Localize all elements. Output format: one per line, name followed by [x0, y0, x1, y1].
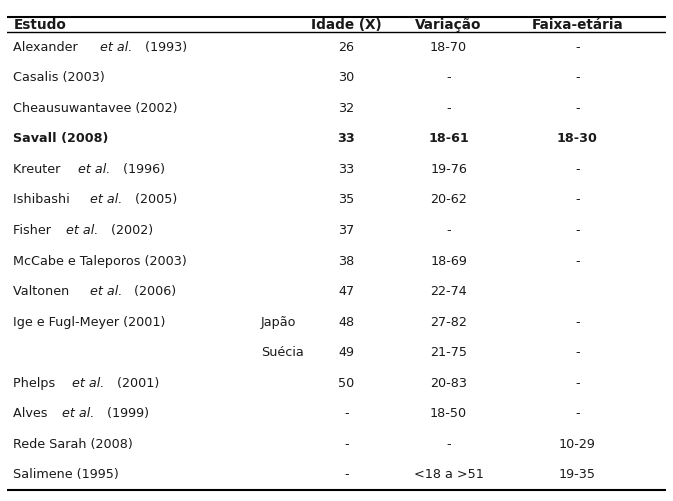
Text: -: -: [344, 438, 349, 451]
Text: Idade (X): Idade (X): [311, 18, 382, 32]
Text: (2002): (2002): [107, 224, 153, 237]
Text: -: -: [344, 407, 349, 420]
Text: Savall (2008): Savall (2008): [13, 132, 109, 145]
Text: 18-69: 18-69: [430, 255, 467, 268]
Text: Kreuter: Kreuter: [13, 163, 65, 176]
Text: 21-75: 21-75: [430, 346, 467, 359]
Text: 32: 32: [339, 102, 355, 115]
Text: Rede Sarah (2008): Rede Sarah (2008): [13, 438, 133, 451]
Text: -: -: [575, 377, 579, 390]
Text: 10-29: 10-29: [559, 438, 596, 451]
Text: -: -: [575, 407, 579, 420]
Text: 18-61: 18-61: [428, 132, 469, 145]
Text: 47: 47: [339, 285, 355, 298]
Text: Suécia: Suécia: [260, 346, 304, 359]
Text: <18 a >51: <18 a >51: [414, 468, 484, 481]
Text: McCabe e Taleporos (2003): McCabe e Taleporos (2003): [13, 255, 187, 268]
Text: Cheausuwantavee (2002): Cheausuwantavee (2002): [13, 102, 178, 115]
Text: Japão: Japão: [260, 316, 296, 329]
Text: et al.: et al.: [100, 41, 133, 54]
Text: et al.: et al.: [78, 163, 110, 176]
Text: Salimene (1995): Salimene (1995): [13, 468, 119, 481]
Text: (2001): (2001): [112, 377, 159, 390]
Text: 35: 35: [339, 193, 355, 206]
Text: -: -: [446, 71, 451, 84]
Text: -: -: [575, 346, 579, 359]
Text: et al.: et al.: [67, 224, 99, 237]
Text: Phelps: Phelps: [13, 377, 60, 390]
Text: 30: 30: [339, 71, 355, 84]
Text: et al.: et al.: [62, 407, 94, 420]
Text: -: -: [446, 102, 451, 115]
Text: 27-82: 27-82: [430, 316, 467, 329]
Text: 22-74: 22-74: [430, 285, 467, 298]
Text: Alexander: Alexander: [13, 41, 82, 54]
Text: Fisher: Fisher: [13, 224, 55, 237]
Text: 33: 33: [338, 132, 355, 145]
Text: 48: 48: [339, 316, 355, 329]
Text: 26: 26: [339, 41, 355, 54]
Text: Casalis (2003): Casalis (2003): [13, 71, 105, 84]
Text: 37: 37: [339, 224, 355, 237]
Text: 18-30: 18-30: [557, 132, 598, 145]
Text: -: -: [575, 224, 579, 237]
Text: et al.: et al.: [90, 193, 122, 206]
Text: et al.: et al.: [90, 285, 122, 298]
Text: 33: 33: [339, 163, 355, 176]
Text: 49: 49: [339, 346, 355, 359]
Text: -: -: [575, 102, 579, 115]
Text: 19-76: 19-76: [430, 163, 467, 176]
Text: 18-50: 18-50: [430, 407, 467, 420]
Text: (1996): (1996): [119, 163, 165, 176]
Text: et al.: et al.: [72, 377, 104, 390]
Text: -: -: [575, 193, 579, 206]
Text: Estudo: Estudo: [13, 18, 66, 32]
Text: (2005): (2005): [131, 193, 177, 206]
Text: 20-83: 20-83: [430, 377, 467, 390]
Text: -: -: [575, 71, 579, 84]
Text: 18-70: 18-70: [430, 41, 467, 54]
Text: 20-62: 20-62: [430, 193, 467, 206]
Text: 50: 50: [339, 377, 355, 390]
Text: 38: 38: [339, 255, 355, 268]
Text: (2006): (2006): [131, 285, 176, 298]
Text: -: -: [575, 255, 579, 268]
Text: -: -: [575, 316, 579, 329]
Text: -: -: [344, 468, 349, 481]
Text: -: -: [575, 41, 579, 54]
Text: (1999): (1999): [103, 407, 149, 420]
Text: Valtonen: Valtonen: [13, 285, 73, 298]
Text: Ige e Fugl-Meyer (2001): Ige e Fugl-Meyer (2001): [13, 316, 166, 329]
Text: -: -: [446, 224, 451, 237]
Text: 19-35: 19-35: [559, 468, 596, 481]
Text: Ishibashi: Ishibashi: [13, 193, 74, 206]
Text: -: -: [446, 438, 451, 451]
Text: Variação: Variação: [415, 18, 482, 32]
Text: Faixa-etária: Faixa-etária: [532, 18, 623, 32]
Text: (1993): (1993): [141, 41, 187, 54]
Text: -: -: [575, 163, 579, 176]
Text: Alves: Alves: [13, 407, 52, 420]
